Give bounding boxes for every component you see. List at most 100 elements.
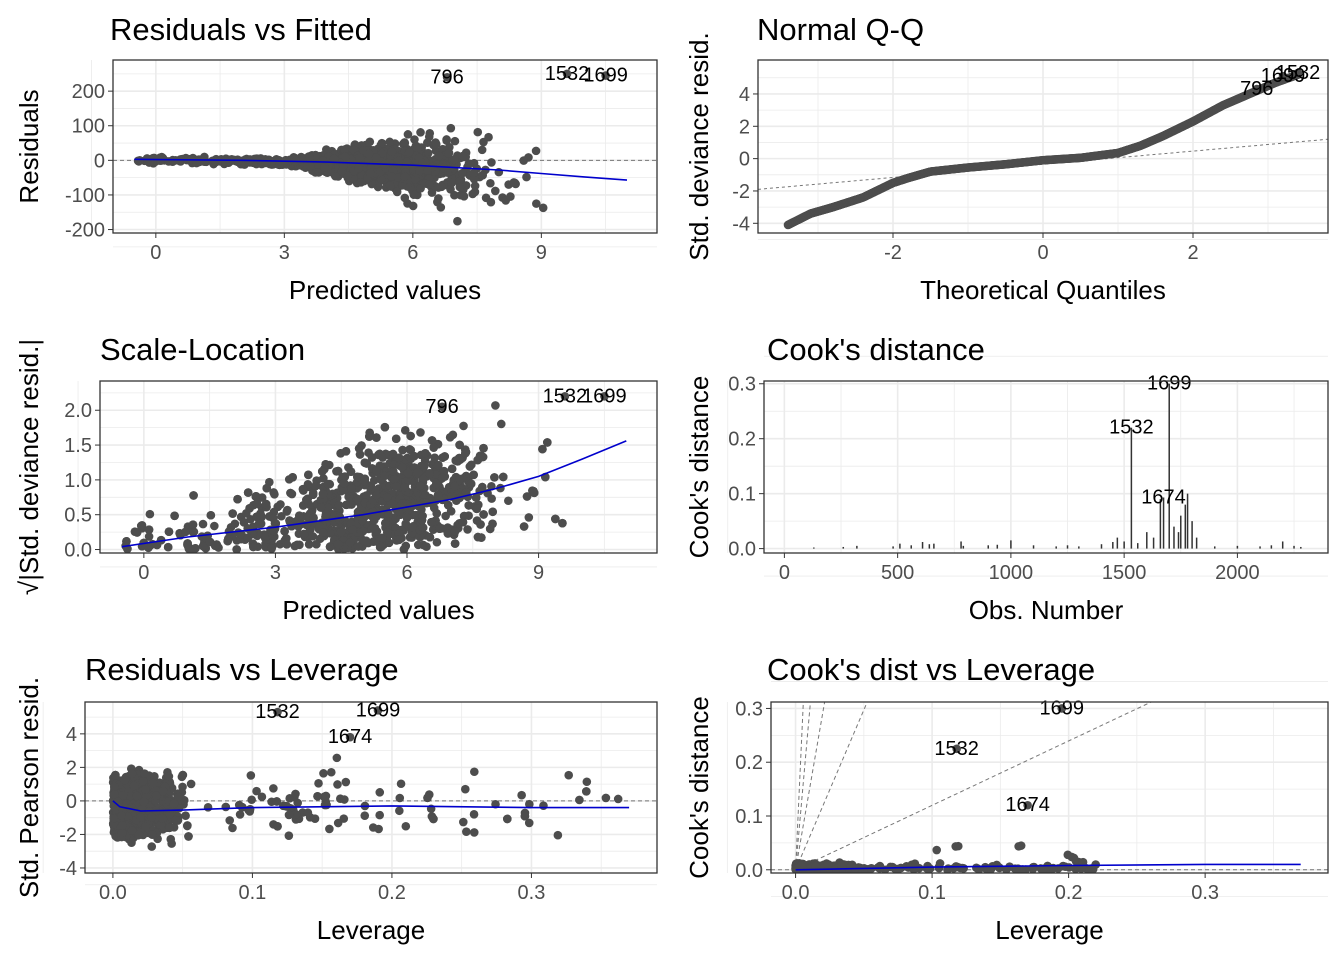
data-point — [163, 542, 173, 552]
data-point — [354, 444, 364, 453]
data-point — [491, 401, 500, 410]
y-tick-label: 0.0 — [728, 539, 756, 561]
labeled-point — [273, 707, 282, 717]
x-tick-label: 1000 — [989, 562, 1034, 584]
data-point — [390, 474, 399, 484]
panel-border — [112, 59, 658, 234]
data-point — [519, 522, 529, 531]
data-point — [443, 500, 453, 510]
data-point — [313, 791, 322, 801]
data-point — [387, 147, 397, 157]
data-point — [446, 123, 456, 133]
data-point — [136, 521, 146, 531]
data-point — [409, 190, 419, 200]
data-point — [447, 178, 456, 188]
plot-area — [813, 383, 1302, 549]
data-point — [367, 453, 377, 462]
data-point — [341, 447, 351, 456]
smooth-line — [134, 158, 628, 181]
data-point — [368, 823, 378, 832]
x-tick-label: 0.0 — [99, 882, 127, 904]
data-point — [273, 502, 283, 512]
point-label: 1699 — [356, 699, 401, 721]
data-point — [184, 832, 193, 841]
panel-scale_location: 0 3 6 90.00.51.01.52.0Scale-LocationPredict… — [14, 332, 658, 625]
data-point — [487, 158, 496, 167]
data-point — [228, 509, 237, 518]
y-tick-label: -2 — [59, 824, 77, 846]
panel-title: Residuals vs Leverage — [85, 652, 399, 687]
data-point — [434, 194, 443, 203]
data-point — [252, 499, 262, 509]
data-point — [118, 821, 127, 830]
y-tick-label: -4 — [59, 858, 77, 880]
data-point — [469, 168, 479, 178]
data-point — [184, 542, 193, 552]
data-point — [466, 479, 476, 489]
y-axis-label-text: |Std. deviance resid.| — [14, 339, 44, 581]
x-tick-label: 0.1 — [239, 882, 267, 904]
data-point — [354, 495, 363, 504]
labeled-point — [1278, 71, 1288, 81]
x-tick-label: 9 — [536, 242, 547, 264]
data-point — [304, 470, 313, 480]
data-point — [280, 526, 289, 536]
panel-border — [757, 59, 1329, 234]
data-point — [450, 539, 460, 548]
data-point — [469, 810, 479, 819]
data-point — [273, 822, 282, 831]
data-point — [432, 537, 442, 547]
data-point — [251, 491, 261, 501]
data-point — [439, 466, 449, 476]
x-axis-label: Obs. Number — [969, 595, 1124, 625]
data-point — [167, 839, 176, 848]
plot-area — [121, 392, 627, 553]
data-point — [434, 151, 444, 161]
data-point — [558, 518, 567, 528]
point-label: 1532 — [255, 701, 300, 723]
data-point — [230, 519, 240, 529]
y-tick-label: 4 — [739, 84, 750, 106]
data-point — [450, 155, 459, 164]
qq-reference-line — [758, 138, 1328, 190]
grid — [727, 355, 1328, 577]
data-point — [498, 472, 508, 482]
y-tick-label: 0.3 — [728, 374, 756, 396]
data-point — [334, 500, 344, 510]
contour-line — [795, 702, 1153, 871]
data-point — [189, 491, 198, 500]
x-tick-label: 1500 — [1102, 562, 1147, 584]
data-point — [332, 753, 342, 763]
contour-line — [795, 702, 811, 870]
data-point — [210, 156, 220, 166]
data-point — [340, 795, 349, 804]
smooth-line — [112, 800, 630, 812]
data-point — [302, 495, 311, 505]
data-point — [553, 830, 563, 840]
data-point — [144, 525, 154, 534]
data-point — [391, 482, 401, 491]
data-point — [391, 434, 401, 444]
y-tick-label: 2 — [66, 757, 77, 779]
labeled-point — [345, 732, 355, 742]
data-point — [333, 539, 343, 549]
data-point — [472, 504, 482, 514]
data-point — [134, 830, 144, 840]
data-point — [149, 154, 159, 163]
data-point — [191, 544, 200, 553]
data-point — [141, 785, 150, 794]
data-point — [601, 793, 611, 803]
data-point — [419, 461, 429, 471]
data-point — [111, 770, 120, 780]
data-point — [477, 533, 486, 542]
data-point — [339, 478, 349, 488]
axis-ticks: 0 3 6 90.00.51.01.52.0 — [64, 400, 544, 584]
data-point — [378, 453, 388, 462]
point-label: 796 — [425, 396, 458, 418]
data-point — [434, 460, 443, 470]
data-point — [287, 521, 296, 531]
data-point — [147, 842, 157, 851]
labeled-point — [601, 71, 610, 80]
data-point — [118, 791, 128, 800]
